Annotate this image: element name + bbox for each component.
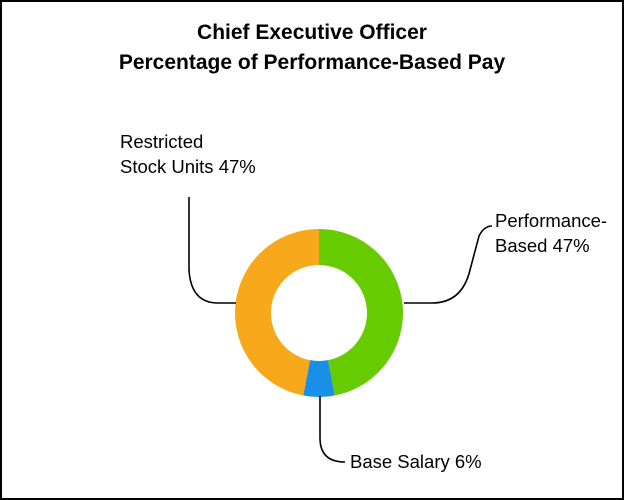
slice-label-1: Base Salary 6% <box>350 451 482 472</box>
slice-label-line: Performance- <box>495 210 607 231</box>
chart-subtitle: Percentage of Performance-Based Pay <box>118 51 506 74</box>
slice-label-0: Performance- Based 47% <box>495 210 607 256</box>
slice-label-line: Stock Units 47% <box>120 156 256 177</box>
leader-line-1 <box>319 396 346 463</box>
slice-label-line: Based 47% <box>495 235 590 256</box>
donut-slice-0 <box>319 229 403 396</box>
leader-line-2 <box>188 197 236 304</box>
leader-lines <box>188 197 493 463</box>
leader-line-0 <box>404 225 493 304</box>
slice-label-line: Base Salary 6% <box>350 451 482 472</box>
slice-label-2: Restricted Stock Units 47% <box>120 131 256 177</box>
chart-title-block: Chief Executive Officer Percentage of Pe… <box>2 18 622 78</box>
donut-slice-1 <box>303 360 335 397</box>
donut-slice-2 <box>235 229 319 396</box>
donut-slices <box>235 229 403 397</box>
slice-label-line: Restricted <box>120 131 203 152</box>
chart-title: Chief Executive Officer <box>197 21 427 44</box>
slice-labels: Performance- Based 47% Base Salary 6% Restr… <box>120 131 607 472</box>
